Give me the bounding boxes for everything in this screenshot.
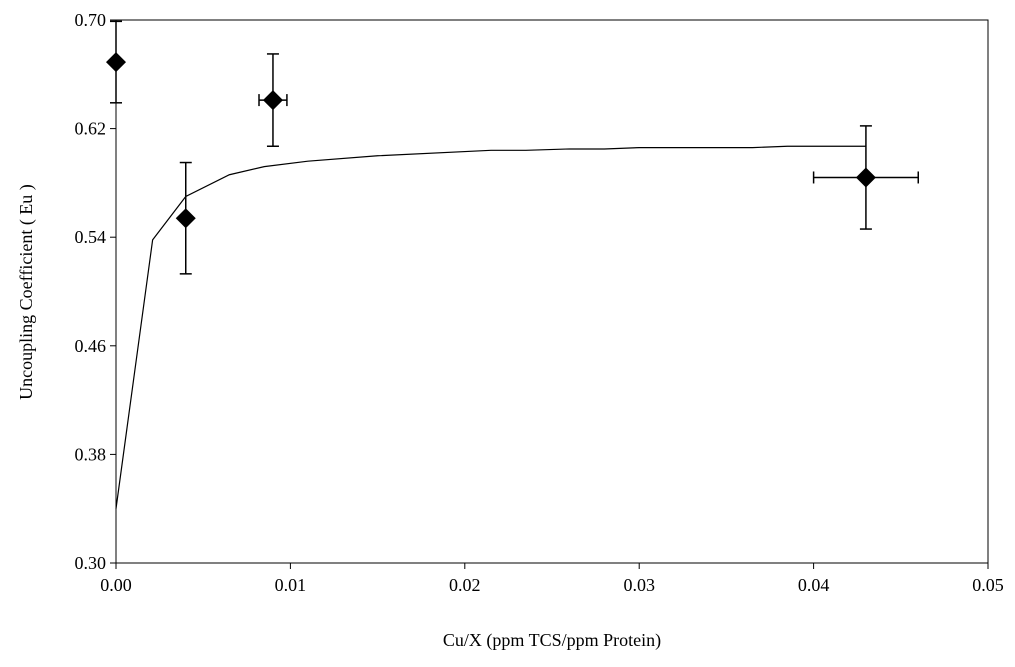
data-point [175,208,196,229]
data-point [262,90,283,111]
x-tick-label: 0.01 [275,575,307,595]
x-axis-label: Cu/X (ppm TCS/ppm Protein) [443,630,661,651]
y-tick-label: 0.62 [75,119,107,139]
y-tick-label: 0.38 [75,444,107,464]
y-tick-label: 0.70 [75,10,107,30]
x-tick-label: 0.00 [100,575,132,595]
x-tick-label: 0.02 [449,575,481,595]
y-tick-label: 0.46 [75,336,107,356]
plot-frame [115,19,989,564]
y-axis-label: Uncoupling Coefficient ( Eu ) [16,184,37,400]
x-tick-label: 0.03 [623,575,655,595]
x-tick-label: 0.05 [972,575,1004,595]
data-point [855,167,876,188]
data-point [106,52,126,73]
y-tick-label: 0.30 [75,553,107,573]
fit-line [115,145,866,509]
x-tick-label: 0.04 [798,575,830,595]
y-tick-label: 0.54 [75,227,107,247]
